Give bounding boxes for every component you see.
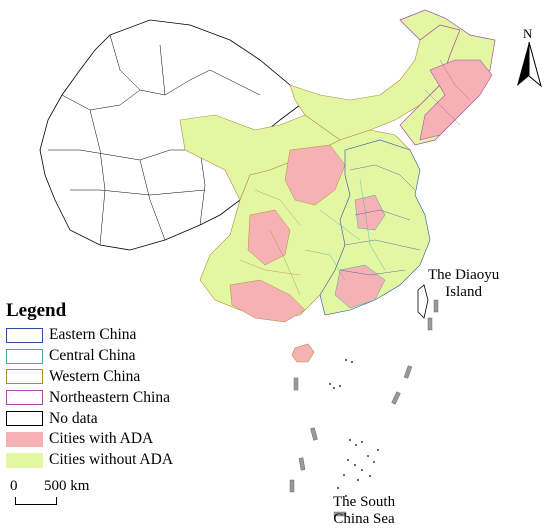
legend-label: Western China: [49, 367, 141, 385]
legend-swatch: [6, 390, 43, 406]
west-ada-cluster-1: [284, 144, 346, 206]
diaoyu-island-label: The Diaoyu Island: [428, 267, 499, 301]
legend-swatch: [6, 411, 43, 427]
west-ada-cluster-3: [229, 279, 306, 323]
south-china-sea-label: The South China Sea: [333, 494, 395, 528]
legend-label: Cities with ADA: [49, 430, 154, 448]
legend-item: Western China: [6, 367, 206, 388]
city-boundaries: [239, 59, 471, 296]
south-china-sea-islands: [329, 359, 379, 497]
legend-label: No data: [49, 409, 98, 427]
legend-item: Cities with ADA: [6, 429, 206, 450]
legend-swatch: [6, 327, 43, 343]
legend-title: Legend: [6, 300, 67, 321]
legend-item: Central China: [6, 346, 206, 367]
legend: Legend Eastern China Central China Western…: [6, 300, 206, 471]
north-arrow: N: [516, 26, 542, 88]
north-arrow-icon: [517, 42, 542, 88]
east-ada-cluster: [334, 264, 386, 309]
scs-line-1: The South: [333, 494, 396, 510]
legend-item: No data: [6, 408, 206, 429]
northeast-ada-patches: [419, 59, 493, 141]
legend-items: Eastern China Central China Western China N…: [6, 325, 206, 471]
legend-label: Cities without ADA: [49, 451, 174, 469]
north-arrow-label: N: [523, 26, 533, 41]
legend-item: Northeastern China: [6, 387, 206, 408]
taiwan-island: [417, 284, 429, 319]
central-ada-cluster: [354, 194, 386, 231]
legend-item: Eastern China: [6, 325, 206, 346]
legend-item: Cities without ADA: [6, 450, 206, 471]
diaoyu-line-1: The Diaoyu: [428, 267, 500, 283]
west-ada-cluster-2: [247, 209, 291, 266]
diaoyu-line-2: Island: [445, 284, 482, 300]
legend-swatch: [6, 452, 43, 468]
scale-zero-label: 0: [10, 478, 18, 494]
scale-bar-line: [15, 497, 57, 505]
legend-swatch: [6, 431, 43, 447]
legend-label: Central China: [49, 347, 136, 365]
legend-label: Eastern China: [49, 326, 137, 344]
hainan-island: [291, 343, 315, 363]
scale-bar: 0 500 km: [10, 478, 150, 518]
legend-swatch: [6, 369, 43, 385]
legend-label: Northeastern China: [49, 388, 170, 406]
nine-dash-line: [289, 299, 439, 517]
scale-distance-label: 500 km: [44, 478, 90, 494]
scs-line-2: China Sea: [333, 511, 395, 527]
legend-swatch: [6, 348, 43, 364]
